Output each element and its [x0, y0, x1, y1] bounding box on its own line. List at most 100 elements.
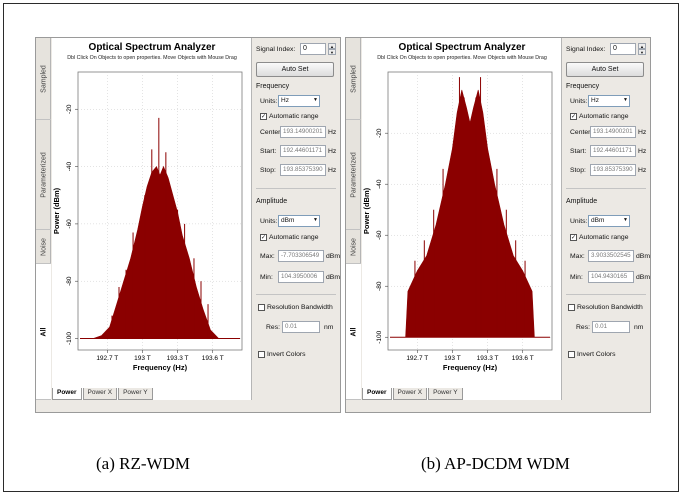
y-tick-label: -100 [376, 330, 383, 343]
y-tick-label: -80 [66, 276, 73, 286]
y-tick-label: -20 [376, 128, 383, 138]
spectrum-chart[interactable]: 192.7 T 193 T 193.3 T 193.6 T -20 -40 -60 -80 -1… [52, 64, 252, 388]
signal-index-label: Signal Index: [256, 46, 296, 53]
x-tick-label: 193.3 T [477, 355, 499, 362]
res-label: Res: [576, 324, 590, 331]
chevron-down-icon: ▼ [313, 97, 318, 103]
spin-up-icon[interactable]: ▲ [638, 43, 646, 49]
spectrum-chart[interactable]: 192.7 T 193 T 193.3 T 193.6 T -20 -40 -60 -80 -1… [362, 64, 562, 388]
tab-power[interactable]: Power [362, 388, 392, 400]
spin-up-icon[interactable]: ▲ [328, 43, 336, 49]
amp-auto-range-checkbox[interactable]: ✓ [570, 234, 577, 241]
properties-sidebar: Signal Index: 0 ▲ ▼ Auto Set Frequency U… [254, 38, 340, 412]
tab-power[interactable]: Power [52, 388, 82, 400]
center-unit: Hz [638, 129, 647, 136]
auto-set-button[interactable]: Auto Set [566, 62, 644, 77]
start-field[interactable]: 192.44601171 [280, 145, 326, 157]
center-label: Center: [260, 129, 283, 136]
freq-units-select[interactable]: Hz ▼ [588, 95, 630, 107]
amp-units-select[interactable]: dBm ▼ [278, 215, 320, 227]
amplitude-group-label: Amplitude [256, 198, 288, 205]
resolution-bw-checkbox[interactable] [568, 304, 575, 311]
start-field[interactable]: 192.44601171 [590, 145, 636, 157]
freq-units-select[interactable]: Hz ▼ [278, 95, 320, 107]
res-unit: nm [324, 324, 334, 331]
tab-all[interactable]: All [346, 264, 361, 400]
amp-units-label: Units: [260, 218, 278, 225]
x-tick-label: 193.6 T [202, 355, 224, 362]
stop-field[interactable]: 193.85375390 [280, 164, 326, 176]
stop-field[interactable]: 193.85375390 [590, 164, 636, 176]
tab-power-x[interactable]: Power X [82, 388, 118, 400]
x-tick-label: 192.7 T [96, 355, 118, 362]
auto-set-button[interactable]: Auto Set [256, 62, 334, 77]
stop-unit: Hz [328, 167, 337, 174]
figure-frame: Sampled Parameterized Noise All Optical … [3, 3, 679, 492]
amp-auto-range-checkbox[interactable]: ✓ [260, 234, 267, 241]
osa-title: Optical Spectrum Analyzer [88, 42, 216, 53]
start-unit: Hz [328, 148, 337, 155]
spectrum-area [405, 89, 535, 338]
max-field[interactable]: -7.703306549 [278, 250, 324, 262]
frequency-group-label: Frequency [256, 83, 290, 90]
y-axis-label: Power (dBm) [52, 187, 61, 234]
y-axis-label: Power (dBm) [362, 187, 371, 234]
osa-title: Optical Spectrum Analyzer [398, 42, 526, 53]
invert-colors-checkbox[interactable] [568, 351, 575, 358]
divider [566, 294, 646, 295]
signal-index-input[interactable]: 0 [300, 43, 326, 55]
start-unit: Hz [638, 148, 647, 155]
tab-power-x[interactable]: Power X [392, 388, 428, 400]
tab-parameterized[interactable]: Parameterized [346, 120, 361, 230]
tab-sampled[interactable]: Sampled [36, 38, 51, 120]
freq-auto-range-checkbox[interactable]: ✓ [570, 113, 577, 120]
resolution-bw-label: Resolution Bandwidth [267, 304, 333, 311]
amp-units-select[interactable]: dBm ▼ [588, 215, 630, 227]
center-field[interactable]: 193.14900201 [280, 126, 326, 138]
center-field[interactable]: 193.14900201 [590, 126, 636, 138]
spin-down-icon[interactable]: ▼ [638, 49, 646, 55]
plot-area: Optical Spectrum Analyzer Dbl Click On O… [362, 38, 562, 400]
y-tick-label: -40 [66, 162, 73, 172]
tab-all[interactable]: All [36, 264, 51, 400]
min-field[interactable]: 104.9430165 [588, 271, 634, 283]
freq-auto-range-label: Automatic range [269, 113, 319, 120]
side-tab-strip: Sampled Parameterized Noise All [36, 38, 51, 400]
res-field[interactable]: 0.01 [282, 321, 320, 333]
freq-auto-range-checkbox[interactable]: ✓ [260, 113, 267, 120]
signal-index-label: Signal Index: [566, 46, 606, 53]
y-tick-label: -100 [66, 332, 73, 345]
tab-parameterized[interactable]: Parameterized [36, 120, 51, 230]
res-field[interactable]: 0.01 [592, 321, 630, 333]
resolution-bw-checkbox[interactable] [258, 304, 265, 311]
amp-auto-range-label: Automatic range [269, 234, 319, 241]
caption-a: (a) RZ-WDM [96, 454, 190, 473]
x-tick-label: 193.3 T [167, 355, 189, 362]
bottom-tab-strip: Power Power X Power Y [52, 388, 154, 400]
spin-down-icon[interactable]: ▼ [328, 49, 336, 55]
x-tick-label: 192.7 T [406, 355, 428, 362]
min-unit: dBm [326, 274, 340, 281]
tab-sampled[interactable]: Sampled [346, 38, 361, 120]
x-axis-label: Frequency (Hz) [133, 363, 188, 372]
y-tick-label: -80 [376, 281, 383, 291]
chevron-down-icon: ▼ [623, 217, 628, 223]
signal-index-input[interactable]: 0 [610, 43, 636, 55]
x-tick-label: 193 T [444, 355, 461, 362]
tab-noise[interactable]: Noise [36, 230, 51, 264]
start-label: Start: [260, 148, 277, 155]
caption-b: (b) AP-DCDM WDM [421, 454, 570, 473]
max-field[interactable]: 3.9033502545 [588, 250, 634, 262]
min-label: Min: [570, 274, 583, 281]
freq-units-label: Units: [260, 98, 278, 105]
tab-noise[interactable]: Noise [346, 230, 361, 264]
tab-power-y[interactable]: Power Y [118, 388, 153, 400]
frequency-group-label: Frequency [566, 83, 600, 90]
freq-units-label: Units: [570, 98, 588, 105]
divider [566, 188, 646, 189]
res-unit: nm [634, 324, 644, 331]
min-field[interactable]: 104.3950006 [278, 271, 324, 283]
start-label: Start: [570, 148, 587, 155]
tab-power-y[interactable]: Power Y [428, 388, 463, 400]
invert-colors-checkbox[interactable] [258, 351, 265, 358]
